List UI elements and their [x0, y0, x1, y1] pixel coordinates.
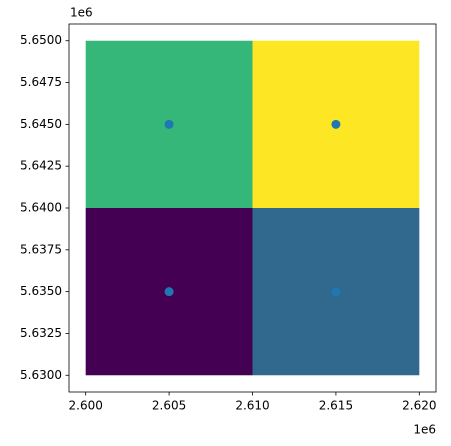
y-tick-label: 5.6475: [20, 75, 62, 89]
y-tick-label: 5.6375: [20, 242, 62, 256]
x-tick-label: 2.615: [319, 399, 353, 413]
scatter-point: [164, 287, 174, 297]
x-tick-label: 2.610: [235, 399, 269, 413]
scatter-point: [164, 119, 174, 129]
scatter-point: [331, 287, 341, 297]
y-tick-label: 5.6300: [20, 368, 62, 382]
x-offset-label: 1e6: [413, 423, 436, 437]
x-tick-label: 2.620: [402, 399, 436, 413]
scatter-point: [331, 119, 341, 129]
y-tick-label: 5.6450: [20, 117, 62, 131]
y-tick-label: 5.6400: [20, 201, 62, 215]
x-tick-label: 2.600: [69, 399, 103, 413]
y-tick-label: 5.6350: [20, 284, 62, 298]
y-tick-label: 5.6500: [20, 33, 62, 47]
y-tick-label: 5.6325: [20, 326, 62, 340]
y-tick-label: 5.6425: [20, 159, 62, 173]
x-tick-label: 2.605: [152, 399, 186, 413]
y-offset-label: 1e6: [70, 6, 93, 20]
